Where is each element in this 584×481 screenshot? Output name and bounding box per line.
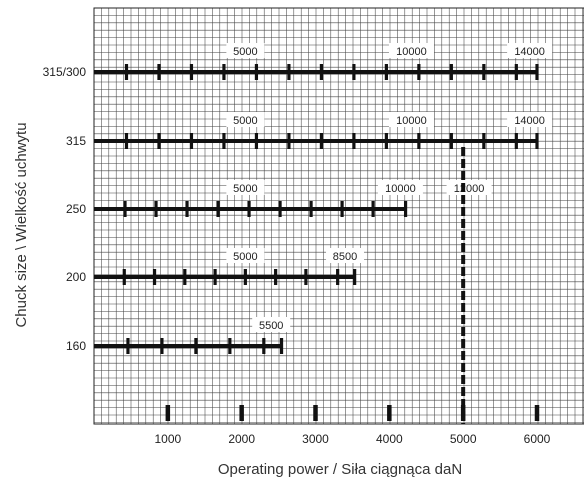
data-label-box	[388, 43, 434, 58]
y-category-label: 315	[66, 134, 86, 148]
y-category-label: 250	[66, 202, 86, 216]
plot-grid	[93, 7, 584, 425]
x-axis-label: Operating power / Siła ciągnąca daN	[218, 461, 462, 478]
data-label-box	[446, 180, 492, 195]
data-label-box	[507, 112, 553, 127]
data-label-box	[326, 248, 365, 263]
data-label-box	[226, 248, 265, 263]
data-label: 14000	[514, 115, 545, 127]
data-label: 10000	[396, 46, 427, 58]
x-tick-label: 2000	[228, 432, 255, 446]
y-category-label: 160	[66, 339, 86, 353]
data-label: 14000	[514, 46, 545, 58]
data-label: 12000	[454, 183, 485, 195]
data-label-box	[507, 43, 553, 58]
y-axis-label: Chuck size \ Wielkość uchwytu	[13, 122, 30, 327]
data-label: 5000	[233, 115, 257, 127]
data-label: 5000	[233, 251, 257, 263]
x-tick-label: 3000	[302, 432, 329, 446]
data-label: 5000	[233, 46, 257, 58]
data-label-box	[388, 112, 434, 127]
x-tick-label: 4000	[376, 432, 403, 446]
data-label: 5500	[259, 320, 283, 332]
plot-border	[93, 7, 584, 425]
data-label: 10000	[385, 183, 416, 195]
series-group: 5000 10000 14000 5000 10000 14000 5000 10000 120…	[94, 43, 553, 424]
data-label-box	[377, 180, 423, 195]
data-label-box	[226, 180, 265, 195]
x-tick-labels: 1000 2000 3000 4000 5000 6000	[154, 432, 550, 446]
data-label: 5000	[233, 183, 257, 195]
y-category-label: 315/300	[43, 65, 87, 79]
y-category-label: 200	[66, 270, 86, 284]
x-tick-label: 6000	[524, 432, 551, 446]
x-tick-label: 1000	[154, 432, 181, 446]
data-label-box	[252, 317, 291, 332]
data-label-box	[226, 43, 265, 58]
data-label-box	[226, 112, 265, 127]
data-label: 8500	[333, 251, 357, 263]
data-label: 10000	[396, 115, 427, 127]
y-category-labels: 315/300 315 250 200 160	[43, 65, 87, 353]
x-tick-label: 5000	[450, 432, 477, 446]
